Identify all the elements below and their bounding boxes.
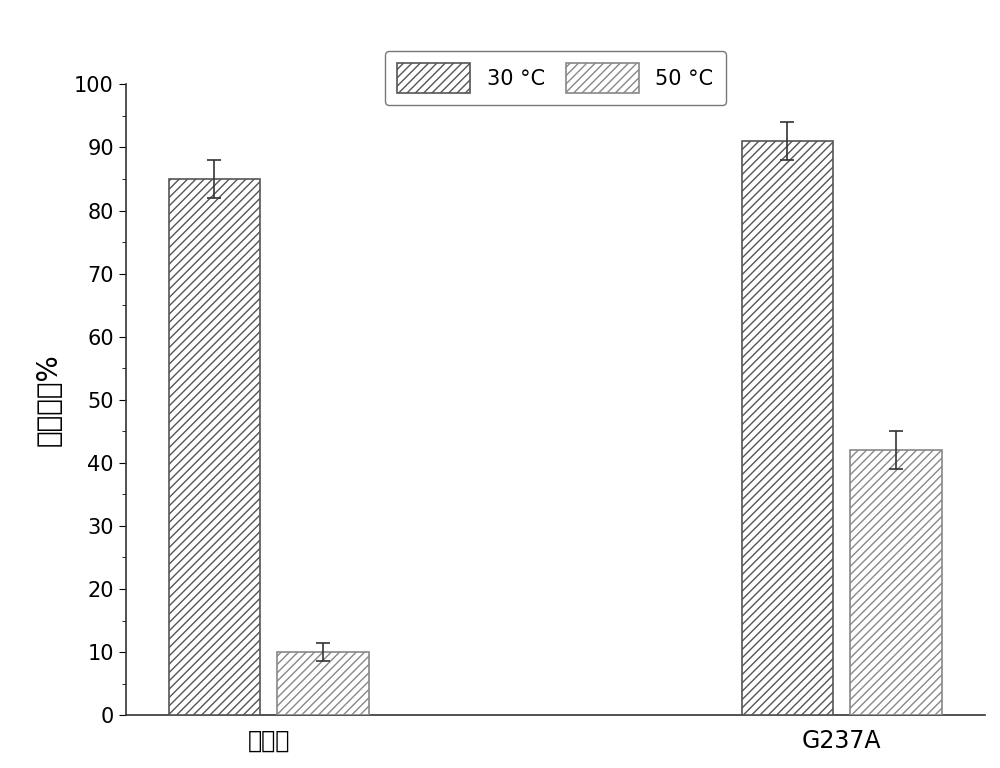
Y-axis label: 相对酶活%: 相对酶活% <box>35 353 63 446</box>
Bar <box>742 141 833 715</box>
Bar <box>277 652 369 715</box>
Bar <box>169 179 260 715</box>
Legend: 30 °C, 50 °C: 30 °C, 50 °C <box>385 51 726 105</box>
Bar <box>850 450 942 715</box>
